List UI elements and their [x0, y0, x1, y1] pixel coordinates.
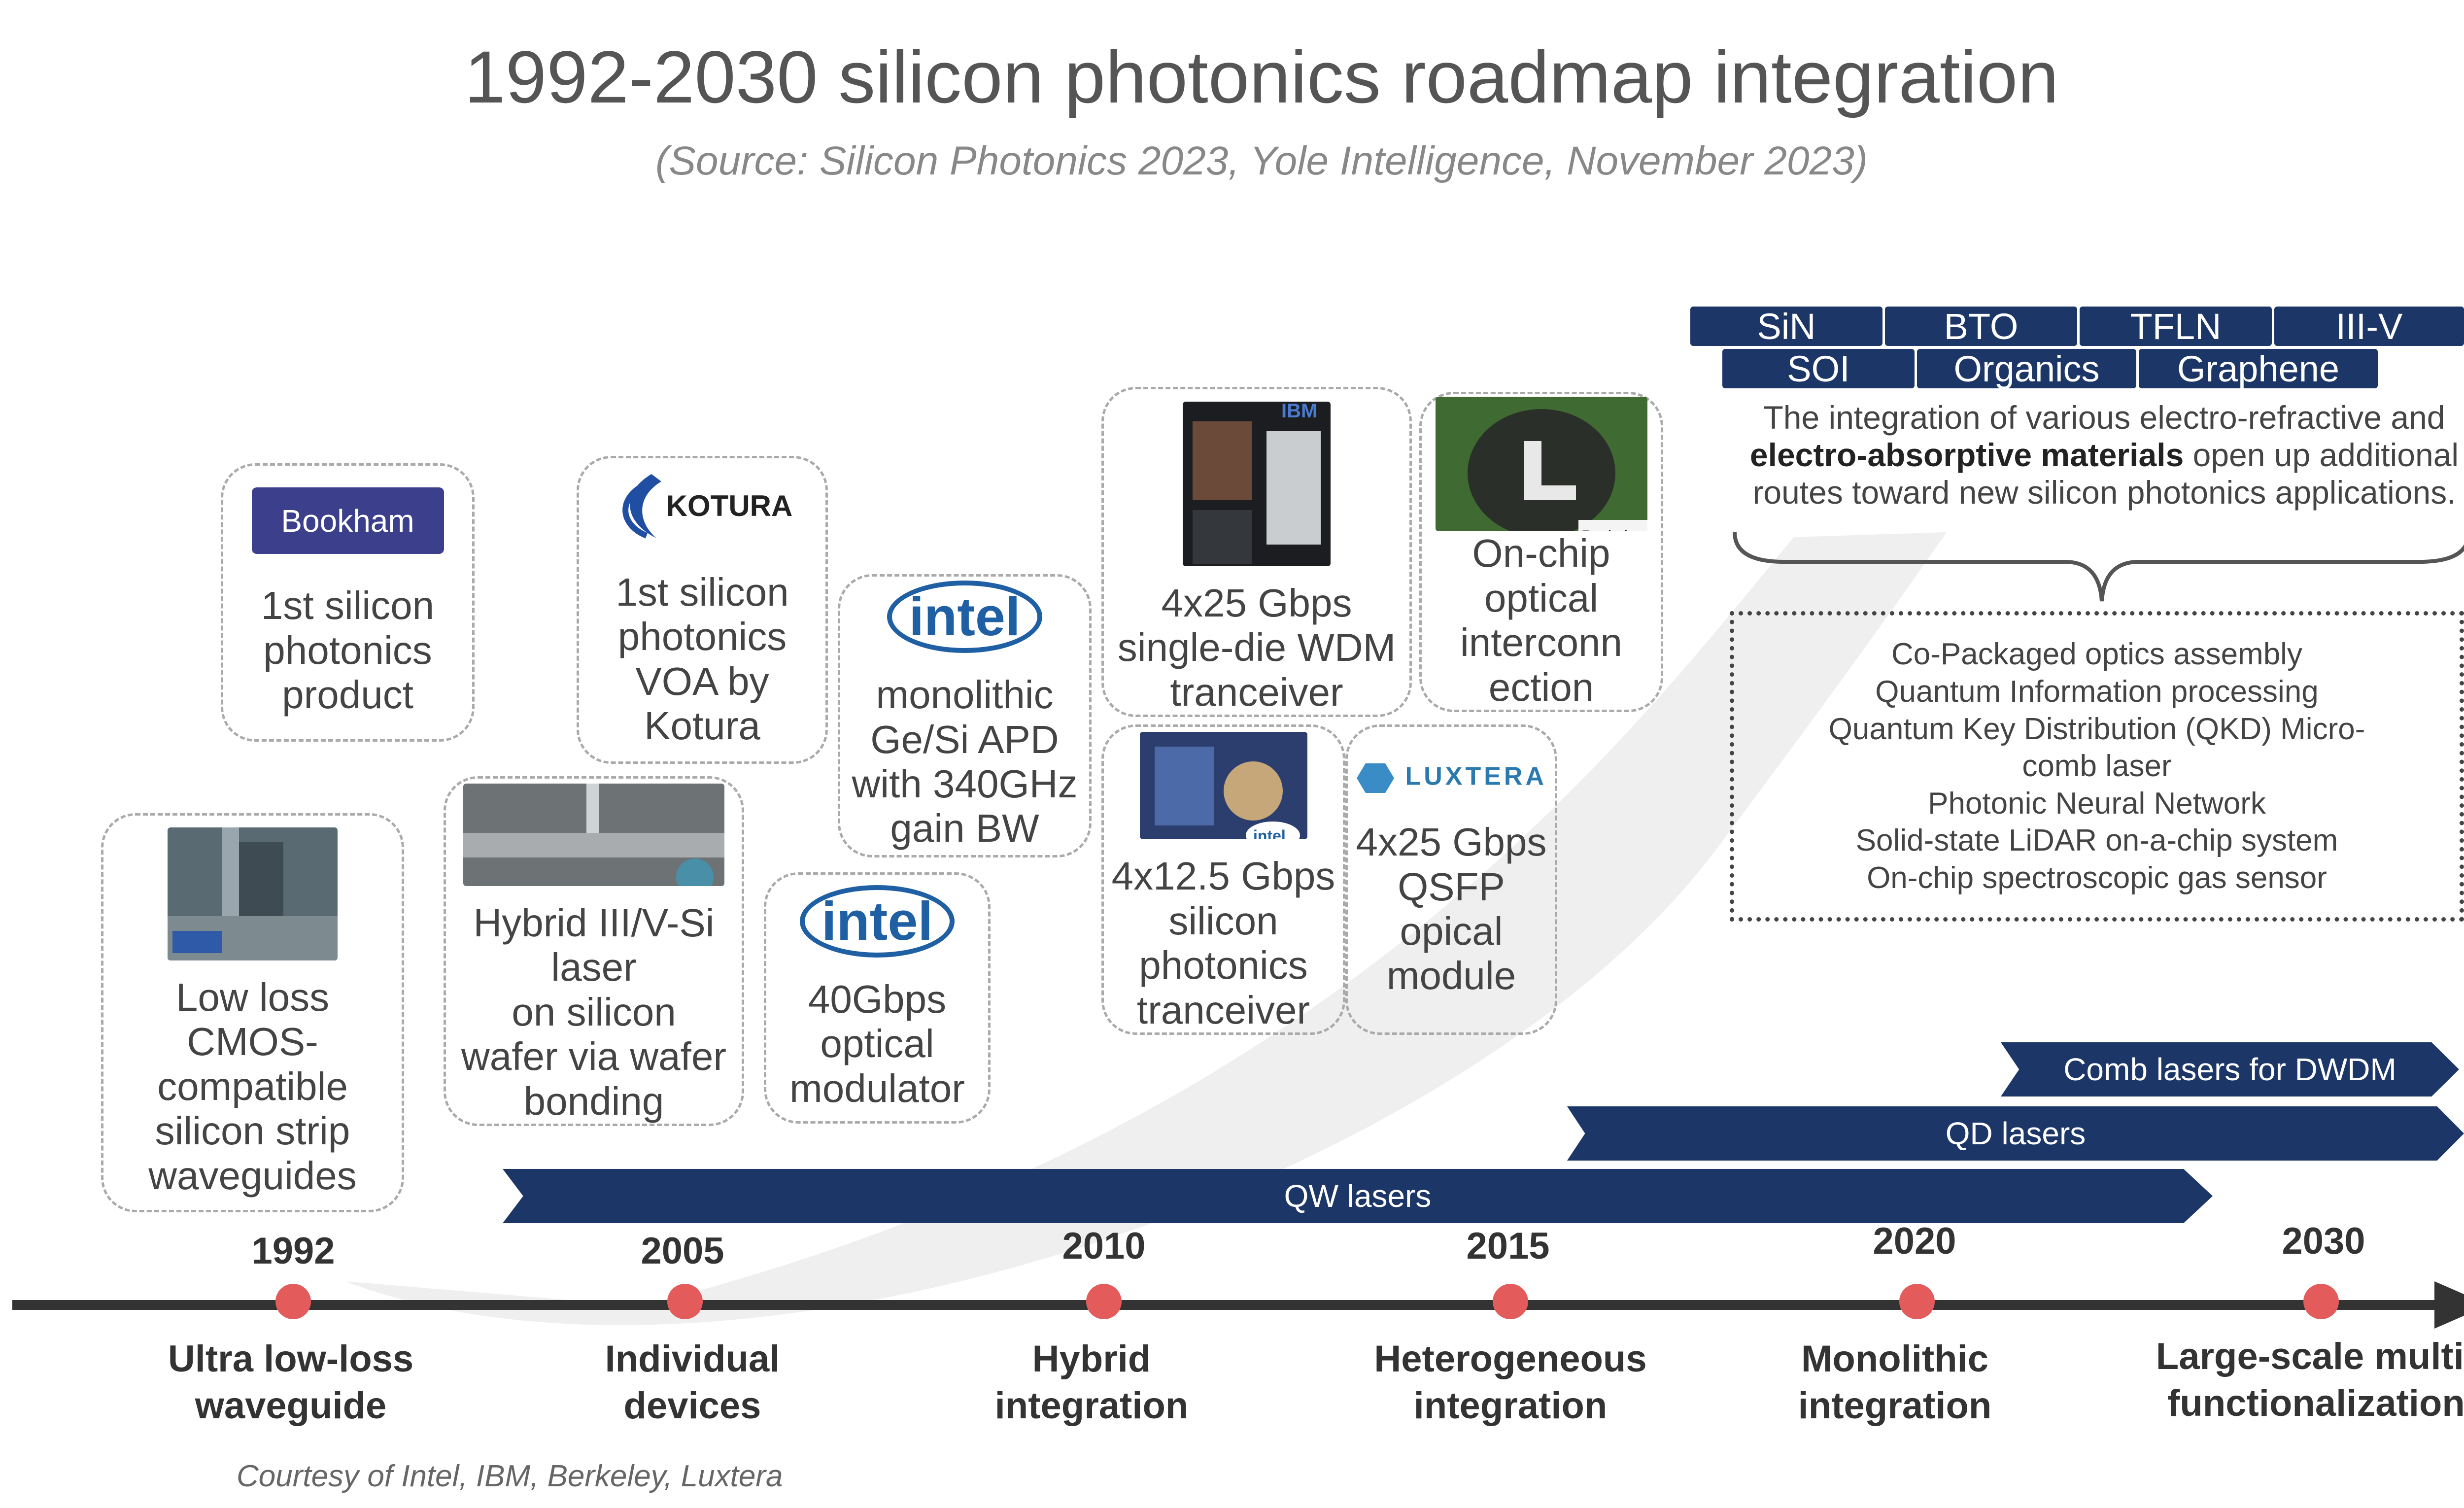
- stage-heterogeneous-integration: Heterogeneous integration: [1374, 1338, 1647, 1427]
- qw-lasers-bar: QW lasers: [503, 1169, 2213, 1223]
- year-label-2020: 2020: [1873, 1220, 1956, 1262]
- stage-individual-devices: Individual devices: [605, 1338, 780, 1427]
- integration-text-part2: open up additional routes toward new sil…: [1752, 436, 2459, 511]
- milestone-kotura-text: 1st silicon photonics VOA by Kotura: [616, 570, 789, 748]
- timeline-dot-2030: [2303, 1284, 2339, 1319]
- timeline-arrow: [12, 1281, 2464, 1329]
- svg-text:IBM: IBM: [1281, 402, 1317, 422]
- timeline-dot-2020: [1899, 1284, 1935, 1319]
- svg-text:intel: intel: [1253, 827, 1286, 839]
- material-iii-v: III-V: [2274, 306, 2464, 347]
- milestone-ibm-text: 4x25 Gbps single-die WDM tranceiver: [1117, 581, 1396, 714]
- milestone-bookham: Bookham 1st silicon photonics product: [221, 463, 475, 742]
- page-subtitle: (Source: Silicon Photonics 2023, Yole In…: [655, 138, 1868, 183]
- application-item: comb laser: [2022, 749, 2172, 784]
- milestone-1992-text: Low loss CMOS- compatible silicon strip …: [148, 975, 357, 1198]
- application-item: Photonic Neural Network: [1928, 786, 2266, 821]
- curly-brace-icon: [1733, 532, 2464, 602]
- stage-hybrid-integration: Hybrid integration: [994, 1338, 1189, 1427]
- year-label-2030: 2030: [2282, 1220, 2365, 1262]
- milestone-intel-12-5gbps: intel 4x12.5 Gbps silicon photonics tran…: [1101, 724, 1345, 1035]
- timeline-dot-2010: [1086, 1284, 1122, 1319]
- bookham-logo: Bookham: [251, 487, 444, 554]
- application-item: Quantum Key Distribution (QKD) Micro-: [1828, 712, 2365, 746]
- milestone-hybrid-laser: Hybrid III/V-Si laser on silicon wafer v…: [444, 776, 744, 1126]
- year-label-2015: 2015: [1466, 1225, 1550, 1267]
- milestone-intel-apd: intel monolithic Ge/Si APD with 340GHz g…: [838, 574, 1092, 857]
- milestone-bookham-text: 1st silicon photonics product: [261, 583, 435, 717]
- application-item: On-chip spectroscopic gas sensor: [1867, 861, 2327, 895]
- integration-text-bold: electro-absorptive materials: [1749, 436, 2184, 473]
- material-sin: SiN: [1690, 306, 1882, 347]
- kotura-logo-text: KOTURA: [666, 489, 793, 523]
- milestone-intel-40gbps: intel 40Gbps optical modulator: [764, 872, 991, 1124]
- year-label-1992: 1992: [251, 1230, 335, 1272]
- kotura-logo: KOTURA: [612, 472, 793, 541]
- stage-large-scale-multi: Large-scale multi- functionalization: [2156, 1336, 2464, 1424]
- integration-description: The integration of various electro-refra…: [1735, 399, 2464, 512]
- sem-waveguide-photo: [168, 827, 338, 961]
- intel-logo: intel: [799, 885, 955, 958]
- qd-lasers-bar: QD lasers: [1567, 1106, 2464, 1161]
- milestone-hybrid-text: Hybrid III/V-Si laser on silicon wafer v…: [461, 901, 726, 1123]
- milestone-luxtera-text: 4x25 Gbps QSFP opical module: [1356, 820, 1547, 998]
- material-tfln: TFLN: [2080, 306, 2272, 347]
- milestone-kotura: KOTURA 1st silicon photonics VOA by Kotu…: [577, 456, 828, 764]
- luxtera-hexagon-icon: [1356, 763, 1394, 793]
- comb-lasers-bar: Comb lasers for DWDM: [2001, 1042, 2459, 1097]
- kotura-swoosh-icon: [622, 474, 661, 539]
- integration-text-part1: The integration of various electro-refra…: [1763, 399, 2445, 436]
- stage-monolithic-integration: Monolithic integration: [1798, 1338, 1992, 1427]
- luxtera-logo-text: LUXTERA: [1405, 762, 1547, 791]
- milestone-luxtera: LUXTERA 4x25 Gbps QSFP opical module: [1345, 724, 1557, 1035]
- intel-logo: intel: [887, 581, 1042, 653]
- milestone-ibm-wdm: IBM 4x25 Gbps single-die WDM tranceiver: [1101, 387, 1412, 717]
- bookham-logo-text: Bookham: [281, 503, 414, 539]
- timeline-dot-2005: [667, 1284, 703, 1319]
- wafer-bonding-photo: [463, 784, 724, 887]
- material-organics: Organics: [1917, 348, 2136, 389]
- material-bto: BTO: [1885, 306, 2077, 347]
- milestone-intel125-text: 4x12.5 Gbps silicon photonics tranceiver: [1111, 854, 1335, 1032]
- application-item: Quantum Information processing: [1875, 674, 2319, 709]
- ibm-chip-photo: IBM: [1183, 402, 1331, 566]
- courtesy-note: Courtesy of Intel, IBM, Berkeley, Luxter…: [237, 1459, 783, 1493]
- application-item: Co-Packaged optics assembly: [1891, 637, 2302, 672]
- page-title: 1992-2030 silicon photonics roadmap inte…: [464, 35, 2059, 118]
- milestone-1992-waveguides: Low loss CMOS- compatible silicon strip …: [101, 813, 404, 1212]
- svg-text:Berkeley: Berkeley: [1581, 526, 1643, 531]
- material-soi: SOI: [1722, 348, 1915, 389]
- year-label-2005: 2005: [641, 1230, 724, 1272]
- stage-ultra-low-loss: Ultra low-loss waveguide: [168, 1338, 414, 1427]
- timeline-dot-1992: [275, 1284, 311, 1319]
- intel-transceiver-photo: intel: [1139, 732, 1307, 840]
- applications-box: Co-Packaged optics assembly Quantum Info…: [1730, 611, 2464, 922]
- milestone-intelapd-text: monolithic Ge/Si APD with 340GHz gain BW: [852, 673, 1078, 851]
- berkeley-chip-photo: Berkeley: [1435, 397, 1647, 532]
- milestone-berkeley-text: On-chip optical interconn ection: [1460, 531, 1623, 709]
- year-label-2010: 2010: [1062, 1225, 1146, 1267]
- material-graphene: Graphene: [2139, 348, 2378, 389]
- milestone-berkeley: Berkeley On-chip optical interconn ectio…: [1419, 392, 1663, 712]
- milestone-intel40-text: 40Gbps optical modulator: [789, 977, 965, 1110]
- luxtera-logo: LUXTERA: [1356, 761, 1547, 795]
- timeline-dot-2015: [1493, 1284, 1528, 1319]
- application-item: Solid-state LiDAR on-a-chip system: [1855, 823, 2338, 858]
